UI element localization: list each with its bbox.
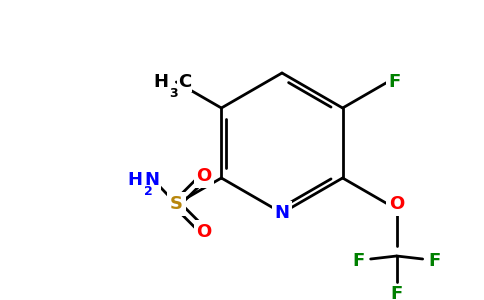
- Text: S: S: [170, 195, 183, 213]
- Text: O: O: [197, 167, 212, 185]
- Text: 2: 2: [144, 185, 152, 198]
- Text: F: F: [391, 285, 403, 300]
- Text: C: C: [178, 73, 192, 91]
- Text: N: N: [274, 204, 289, 222]
- Text: O: O: [197, 223, 212, 241]
- Text: F: F: [428, 252, 441, 270]
- Text: H: H: [153, 73, 168, 91]
- Text: H: H: [127, 171, 142, 189]
- Text: N: N: [144, 171, 159, 189]
- Text: F: F: [352, 252, 365, 270]
- Text: 3: 3: [169, 87, 178, 100]
- Text: F: F: [389, 73, 401, 91]
- Text: O: O: [389, 195, 404, 213]
